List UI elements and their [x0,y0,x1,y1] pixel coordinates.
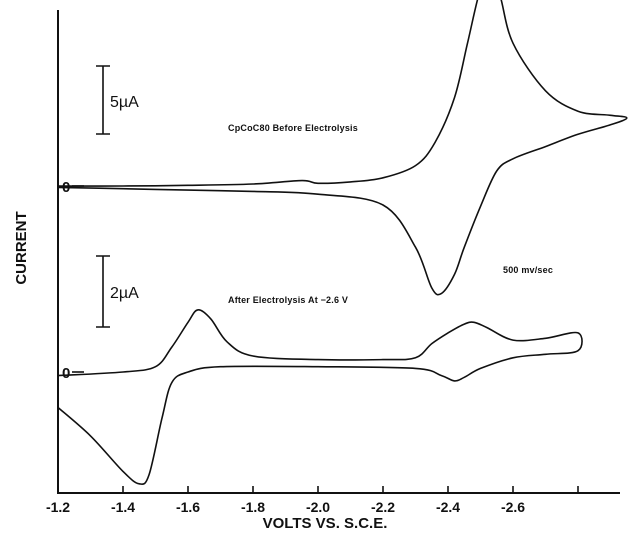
x-axis-label: VOLTS VS. S.C.E. [263,515,388,532]
x-tick-label: -1.2 [46,499,70,515]
annotation-before-electrolysis: CpCoC80 Before Electrolysis [228,123,358,133]
annotation-after-electrolysis: After Electrolysis At −2.6 V [228,295,348,305]
x-tick-label: -2.0 [306,499,330,515]
scale-bar-2uA-label: 2µA [110,285,139,302]
scale-bar-5uA-label: 5µA [110,94,139,111]
x-tick-labels: -1.2 -1.4 -1.6 -1.8 -2.0 -2.2 -2.4 -2.6 [46,499,525,515]
x-tick-label: -1.8 [241,499,265,515]
x-tick-label: -1.6 [176,499,200,515]
x-tick-label: -1.4 [111,499,135,515]
bottom-zero-label: 0 [62,365,70,382]
x-tick-label: -2.4 [436,499,460,515]
plot-axes [57,10,620,494]
x-tick-marks [57,486,579,493]
scale-bar-2uA [96,255,110,328]
y-axis-label: CURRENT [13,211,30,284]
series-line-after-electrolysis [57,309,583,486]
scale-bar-5uA [96,65,110,135]
x-tick-label: -2.2 [371,499,395,515]
x-tick-label: -2.6 [501,499,525,515]
annotation-scan-rate: 500 mv/sec [503,265,553,275]
series-line-before-electrolysis [57,0,628,296]
